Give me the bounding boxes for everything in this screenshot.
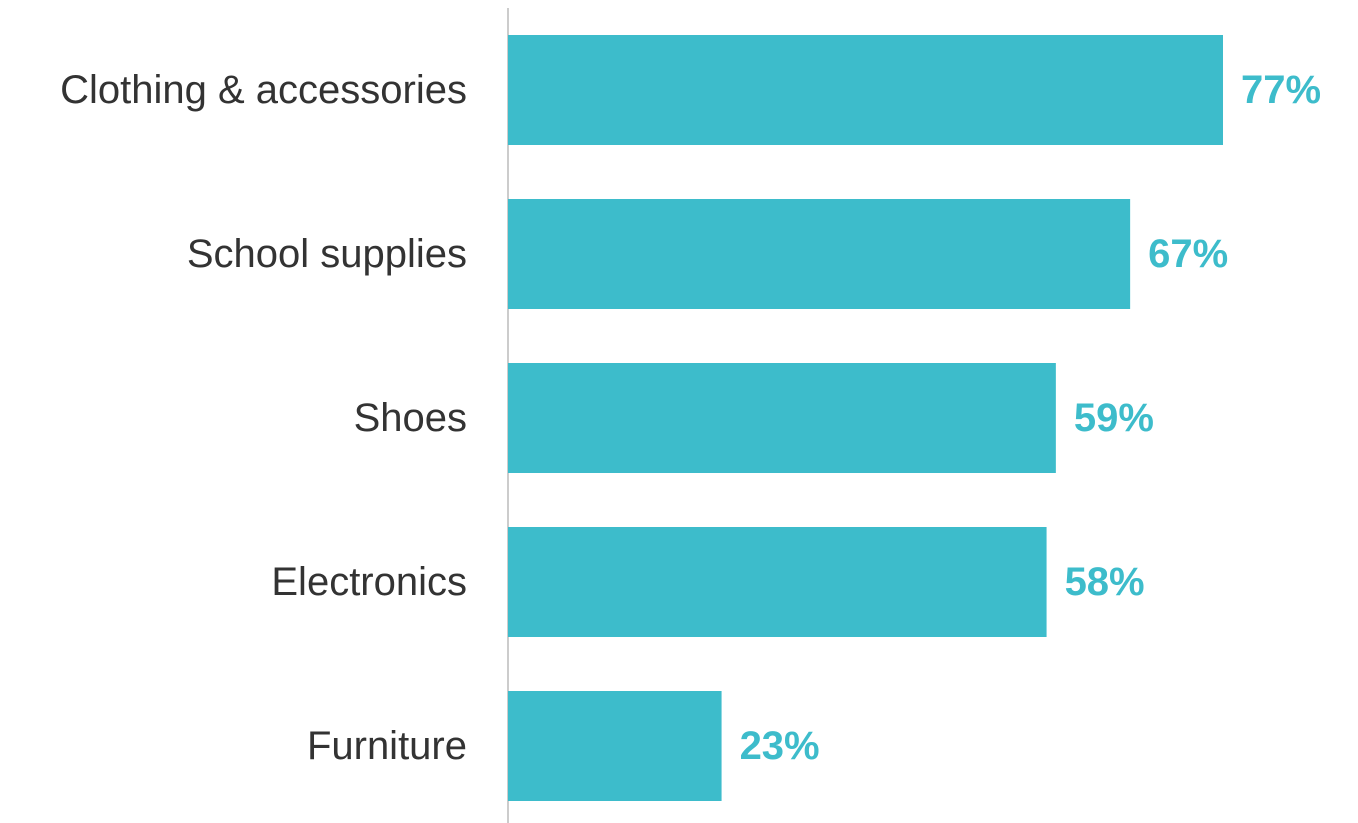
value-label: 23% — [740, 724, 820, 768]
bar — [508, 691, 722, 801]
category-label: School supplies — [187, 232, 467, 276]
value-label: 67% — [1148, 232, 1228, 276]
value-label: 77% — [1241, 68, 1321, 112]
value-label: 58% — [1065, 560, 1145, 604]
bar — [508, 527, 1047, 637]
bar — [508, 199, 1131, 309]
category-label: Shoes — [354, 396, 467, 440]
labels-layer: Clothing & accessories 77% School supplies… — [60, 68, 1321, 768]
bar — [508, 35, 1223, 145]
category-label: Furniture — [307, 724, 467, 768]
category-label: Electronics — [271, 560, 467, 604]
category-label: Clothing & accessories — [60, 68, 467, 112]
bar — [508, 363, 1056, 473]
bars-layer — [508, 35, 1223, 801]
value-label: 59% — [1074, 396, 1154, 440]
